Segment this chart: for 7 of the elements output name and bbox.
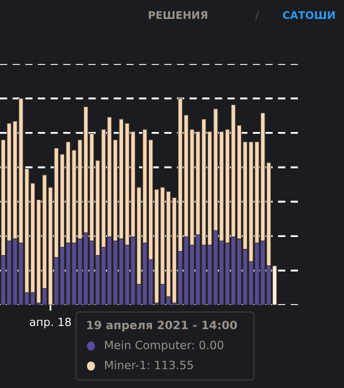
text: 19 апреля 2021 - 14:00 (87, 320, 237, 332)
text: Miner-1: 113.55 (105, 360, 193, 370)
text: РЕШЕНИЯ (148, 11, 208, 19)
text: / (255, 11, 259, 20)
text: САТОШИ (282, 11, 335, 20)
x-tick-label: апр. 18 (30, 318, 71, 328)
text: Mein Computer: 0.00 (105, 340, 224, 352)
